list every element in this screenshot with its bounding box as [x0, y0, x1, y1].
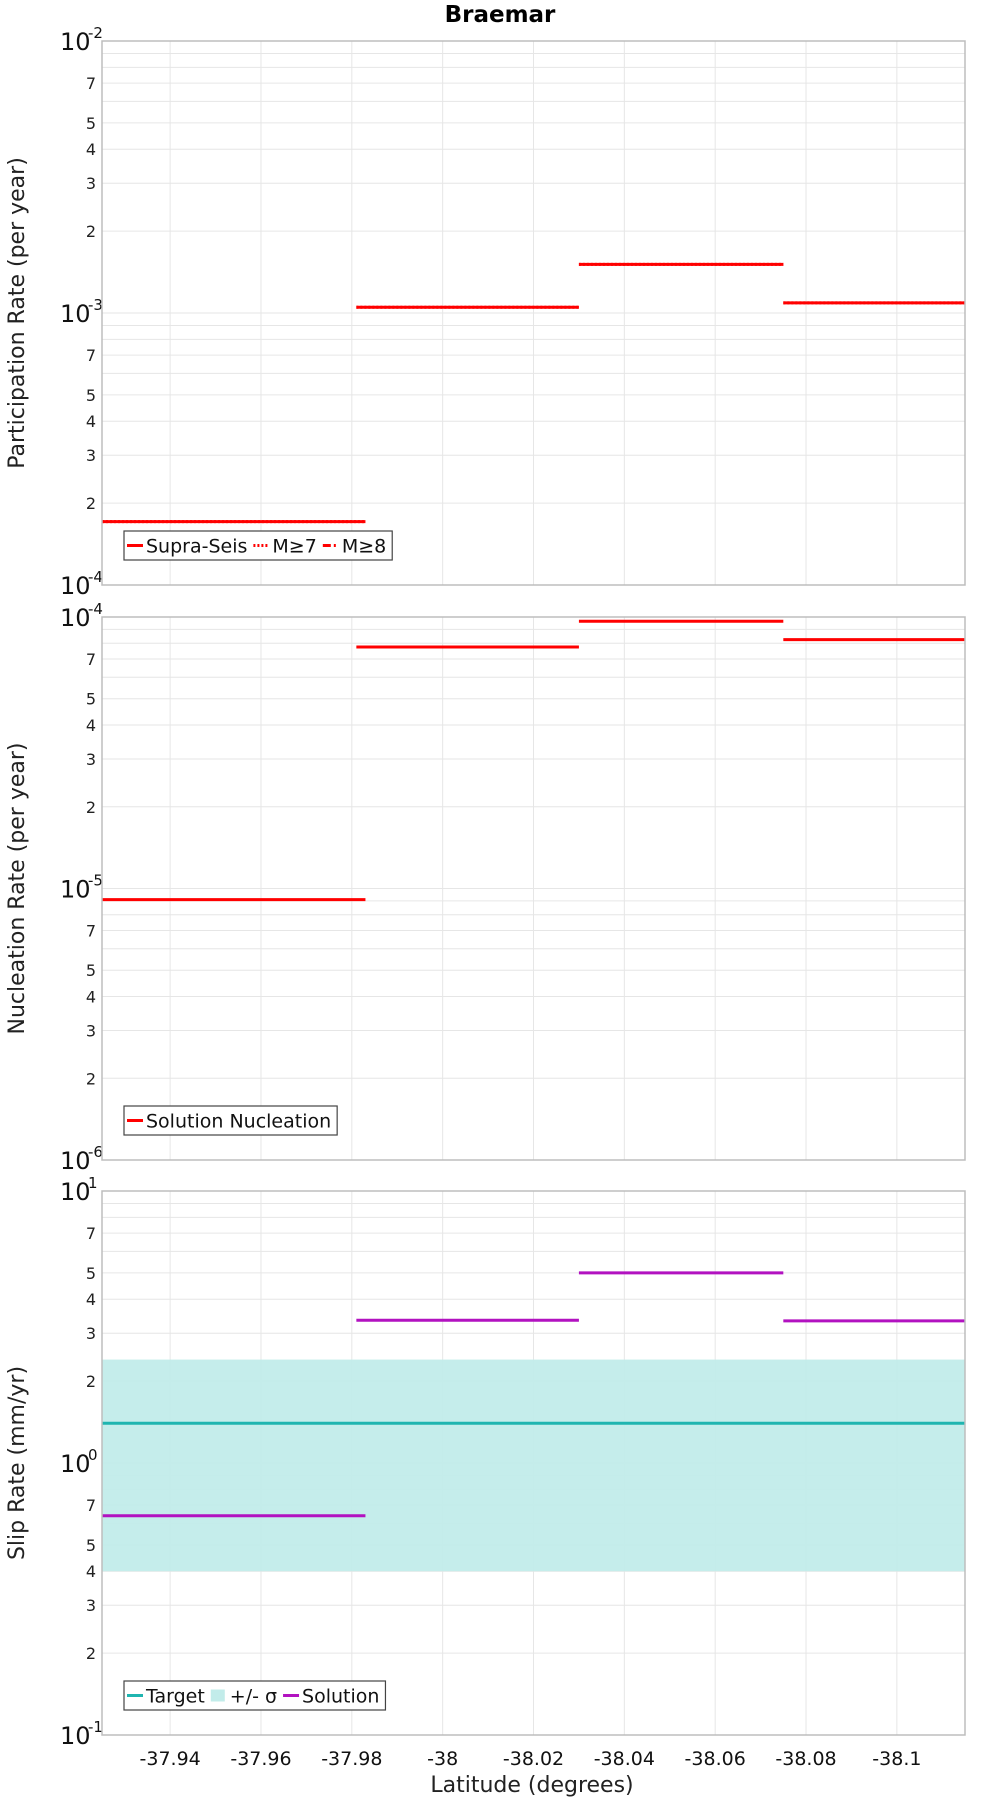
legend-label: M≥7 — [272, 536, 316, 558]
y-tick-exponent: -1 — [88, 1718, 103, 1736]
y-tick-label: 3 — [86, 750, 96, 769]
plot-frame — [101, 40, 966, 586]
y-tick-exponent: -6 — [88, 1143, 103, 1161]
y-tick-label: 4 — [86, 140, 96, 159]
plot-frame — [101, 616, 966, 1161]
y-major-tick-label: 100 — [60, 1446, 98, 1478]
y-tick-label: 5 — [86, 1264, 96, 1283]
x-tick-label: -38.02 — [503, 1748, 564, 1770]
legend-label: +/- σ — [230, 1686, 277, 1708]
legend-label: Target — [145, 1686, 205, 1708]
y-tick-label: 3 — [86, 1324, 96, 1343]
y-tick-label: 3 — [86, 446, 96, 465]
legend-swatch — [210, 1689, 225, 1702]
legend-label: Solution — [302, 1686, 379, 1708]
y-tick-base: 10 — [60, 1147, 91, 1175]
y-tick-label: 7 — [86, 650, 96, 669]
y-tick-label: 7 — [86, 346, 96, 365]
y-tick-exponent: -4 — [88, 568, 103, 586]
y-tick-exponent: -3 — [88, 296, 103, 314]
y-tick-base: 10 — [60, 604, 91, 632]
y-tick-label: 7 — [86, 74, 96, 93]
x-tick-label: -38 — [427, 1748, 458, 1770]
plot-frame — [101, 1190, 966, 1736]
y-axis-label: Slip Rate (mm/yr) — [5, 1366, 30, 1560]
y-tick-label: 7 — [86, 922, 96, 941]
y-tick-base: 10 — [60, 300, 91, 328]
y-tick-label: 4 — [86, 1290, 96, 1309]
legend-label: M≥8 — [342, 536, 386, 558]
y-tick-exponent: 1 — [88, 1174, 98, 1192]
y-tick-label: 3 — [86, 1021, 96, 1040]
legend: Supra-Seis M≥7 M≥8 — [123, 530, 393, 561]
y-major-tick-label: 101 — [60, 1174, 98, 1206]
x-tick-label: -38.04 — [594, 1748, 655, 1770]
y-tick-label: 5 — [86, 961, 96, 980]
x-tick-label: -38.1 — [872, 1748, 921, 1770]
y-tick-label: 5 — [86, 386, 96, 405]
y-tick-base: 10 — [60, 1450, 91, 1478]
y-tick-label: 2 — [86, 1069, 96, 1088]
y-tick-label: 4 — [86, 1562, 96, 1581]
y-tick-label: 2 — [86, 1372, 96, 1391]
y-tick-base: 10 — [60, 28, 91, 56]
y-major-tick-label: 10-3 — [60, 296, 103, 328]
y-tick-label: 3 — [86, 174, 96, 193]
y-tick-label: 7 — [86, 1496, 96, 1515]
y-tick-base: 10 — [60, 1178, 91, 1206]
x-axis-label: Latitude (degrees) — [430, 1773, 633, 1798]
legend-label: Solution Nucleation — [146, 1111, 331, 1133]
y-tick-label: 4 — [86, 988, 96, 1007]
x-tick-label: -38.06 — [685, 1748, 746, 1770]
y-tick-base: 10 — [60, 1722, 91, 1750]
y-axis-label: Participation Rate (per year) — [5, 157, 30, 469]
y-tick-exponent: -2 — [88, 24, 103, 42]
y-major-tick-label: 10-5 — [60, 872, 103, 904]
y-major-tick-label: 10-4 — [60, 600, 103, 632]
y-major-tick-label: 10-6 — [60, 1143, 103, 1175]
legend: Solution Nucleation — [123, 1105, 338, 1136]
y-tick-base: 10 — [60, 572, 91, 600]
y-tick-base: 10 — [60, 876, 91, 904]
y-axis-label: Nucleation Rate (per year) — [5, 743, 30, 1035]
legend-box — [123, 530, 393, 561]
y-tick-label: 5 — [86, 690, 96, 709]
y-tick-exponent: -4 — [88, 600, 103, 618]
y-tick-label: 2 — [86, 1644, 96, 1663]
x-tick-label: -37.96 — [230, 1748, 291, 1770]
y-tick-label: 2 — [86, 494, 96, 513]
y-tick-exponent: -5 — [88, 872, 103, 890]
y-tick-label: 5 — [86, 1536, 96, 1555]
y-major-tick-label: 10-1 — [60, 1718, 103, 1750]
x-tick-label: -37.98 — [321, 1748, 382, 1770]
legend-box — [123, 1680, 387, 1711]
x-tick-label: -37.94 — [140, 1748, 201, 1770]
y-tick-label: 2 — [86, 222, 96, 241]
chart-title: Braemar — [445, 2, 556, 28]
legend: Target +/- σ Solution — [123, 1680, 387, 1711]
y-major-tick-label: 10-2 — [60, 24, 103, 56]
y-tick-label: 4 — [86, 412, 96, 431]
y-tick-label: 5 — [86, 114, 96, 133]
sigma-band — [102, 1359, 965, 1572]
y-tick-label: 2 — [86, 798, 96, 817]
y-tick-label: 4 — [86, 716, 96, 735]
x-tick-label: -38.08 — [775, 1748, 836, 1770]
y-tick-exponent: 0 — [88, 1446, 98, 1464]
y-major-tick-label: 10-4 — [60, 568, 103, 600]
y-tick-label: 3 — [86, 1596, 96, 1615]
y-tick-label: 7 — [86, 1224, 96, 1243]
legend-label: Supra-Seis — [146, 536, 247, 558]
legend-box — [123, 1105, 338, 1136]
